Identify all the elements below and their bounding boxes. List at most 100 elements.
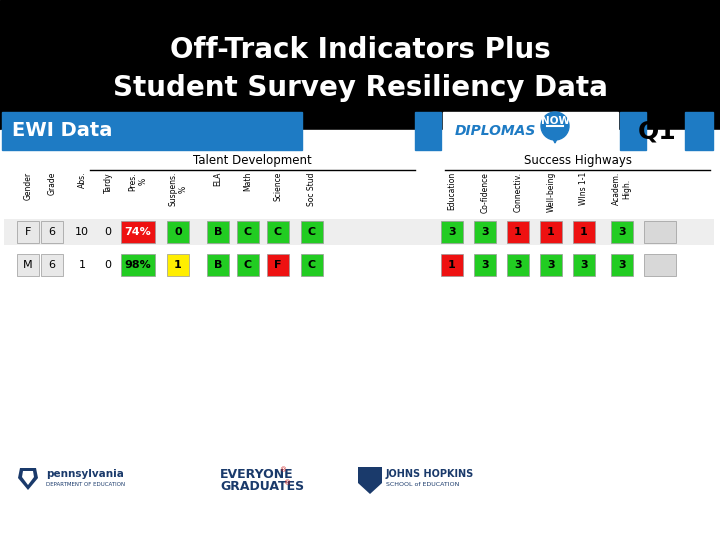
Text: B: B: [214, 260, 222, 270]
Text: JOHNS HOPKINS: JOHNS HOPKINS: [386, 469, 474, 479]
Text: C: C: [244, 227, 252, 237]
Text: GRADUATES: GRADUATES: [220, 481, 304, 494]
Bar: [17, 221, 39, 243]
Bar: [573, 254, 595, 276]
Text: 3: 3: [481, 260, 489, 270]
Text: Gender: Gender: [24, 172, 32, 200]
Bar: [167, 254, 189, 276]
Text: 3: 3: [514, 260, 522, 270]
Text: ELA: ELA: [214, 172, 222, 186]
Bar: [207, 221, 229, 243]
Bar: [237, 254, 259, 276]
Bar: [4, 219, 714, 245]
Text: 3: 3: [448, 227, 456, 237]
Text: Student Survey Resiliency Data: Student Survey Resiliency Data: [112, 74, 608, 102]
Text: C: C: [308, 260, 316, 270]
Text: Education: Education: [448, 172, 456, 210]
Bar: [685, 112, 713, 150]
Bar: [4, 252, 714, 278]
Bar: [620, 112, 646, 150]
Text: 1: 1: [78, 260, 86, 270]
Bar: [611, 221, 633, 243]
Text: Connectiv.: Connectiv.: [513, 172, 523, 212]
Polygon shape: [18, 468, 38, 490]
Bar: [644, 221, 676, 243]
Text: DIPLOMAS: DIPLOMAS: [455, 124, 536, 138]
Bar: [267, 254, 289, 276]
Text: Science: Science: [274, 172, 282, 201]
Text: 1: 1: [580, 227, 588, 237]
Bar: [301, 221, 323, 243]
Bar: [443, 112, 618, 150]
Bar: [237, 221, 259, 243]
Text: 3: 3: [580, 260, 588, 270]
Text: 3: 3: [547, 260, 555, 270]
Bar: [474, 254, 496, 276]
Text: 1: 1: [514, 227, 522, 237]
Circle shape: [541, 112, 569, 140]
Text: C: C: [274, 227, 282, 237]
Text: 6: 6: [48, 260, 55, 270]
Bar: [415, 112, 441, 150]
Text: 74%: 74%: [125, 227, 151, 237]
Text: pennsylvania: pennsylvania: [46, 469, 124, 479]
Bar: [644, 254, 676, 276]
Text: 0: 0: [104, 260, 112, 270]
Text: 3: 3: [481, 227, 489, 237]
Bar: [2, 112, 302, 150]
Polygon shape: [547, 126, 563, 143]
Text: Tardy: Tardy: [104, 172, 112, 193]
Text: B: B: [214, 227, 222, 237]
Text: 1: 1: [174, 260, 182, 270]
Text: 3: 3: [618, 260, 626, 270]
Text: 10: 10: [75, 227, 89, 237]
Bar: [301, 254, 323, 276]
Bar: [41, 254, 63, 276]
Text: DEPARTMENT OF EDUCATION: DEPARTMENT OF EDUCATION: [46, 482, 125, 487]
Text: Pres.
%: Pres. %: [128, 172, 148, 191]
Text: C: C: [244, 260, 252, 270]
Bar: [540, 254, 562, 276]
Text: Academ.
High.: Academ. High.: [612, 172, 631, 205]
Bar: [207, 254, 229, 276]
Bar: [0, 130, 720, 540]
Bar: [507, 254, 529, 276]
Bar: [441, 221, 463, 243]
Text: 6: 6: [48, 227, 55, 237]
Text: F: F: [274, 260, 282, 270]
Text: 0: 0: [104, 227, 112, 237]
Text: ®: ®: [284, 480, 291, 486]
Text: Grade: Grade: [48, 172, 56, 195]
Text: Co-fidence: Co-fidence: [480, 172, 490, 213]
Text: EVERYONE: EVERYONE: [220, 469, 294, 482]
Bar: [121, 254, 155, 276]
Bar: [540, 221, 562, 243]
Bar: [121, 221, 155, 243]
Text: C: C: [308, 227, 316, 237]
Polygon shape: [22, 471, 34, 485]
Text: ®: ®: [280, 467, 287, 473]
Text: Success Highways: Success Highways: [523, 154, 631, 167]
Text: Abs.: Abs.: [78, 172, 86, 188]
Text: Well-being: Well-being: [546, 172, 556, 212]
Bar: [441, 254, 463, 276]
Text: 3: 3: [618, 227, 626, 237]
Bar: [0, 0, 720, 130]
Text: Off-Track Indicators Plus: Off-Track Indicators Plus: [170, 36, 550, 64]
Text: Wlns 1-1: Wlns 1-1: [580, 172, 588, 205]
Bar: [41, 221, 63, 243]
Text: Talent Development: Talent Development: [193, 154, 312, 167]
Text: Q1: Q1: [638, 119, 676, 143]
Text: F: F: [24, 227, 31, 237]
Bar: [267, 221, 289, 243]
Text: Soc Stud: Soc Stud: [307, 172, 317, 206]
Bar: [573, 221, 595, 243]
Text: 98%: 98%: [125, 260, 151, 270]
Bar: [474, 221, 496, 243]
Bar: [17, 254, 39, 276]
Bar: [611, 254, 633, 276]
Text: EWI Data: EWI Data: [12, 122, 112, 140]
Text: Math: Math: [243, 172, 253, 191]
Bar: [507, 221, 529, 243]
Bar: [167, 221, 189, 243]
